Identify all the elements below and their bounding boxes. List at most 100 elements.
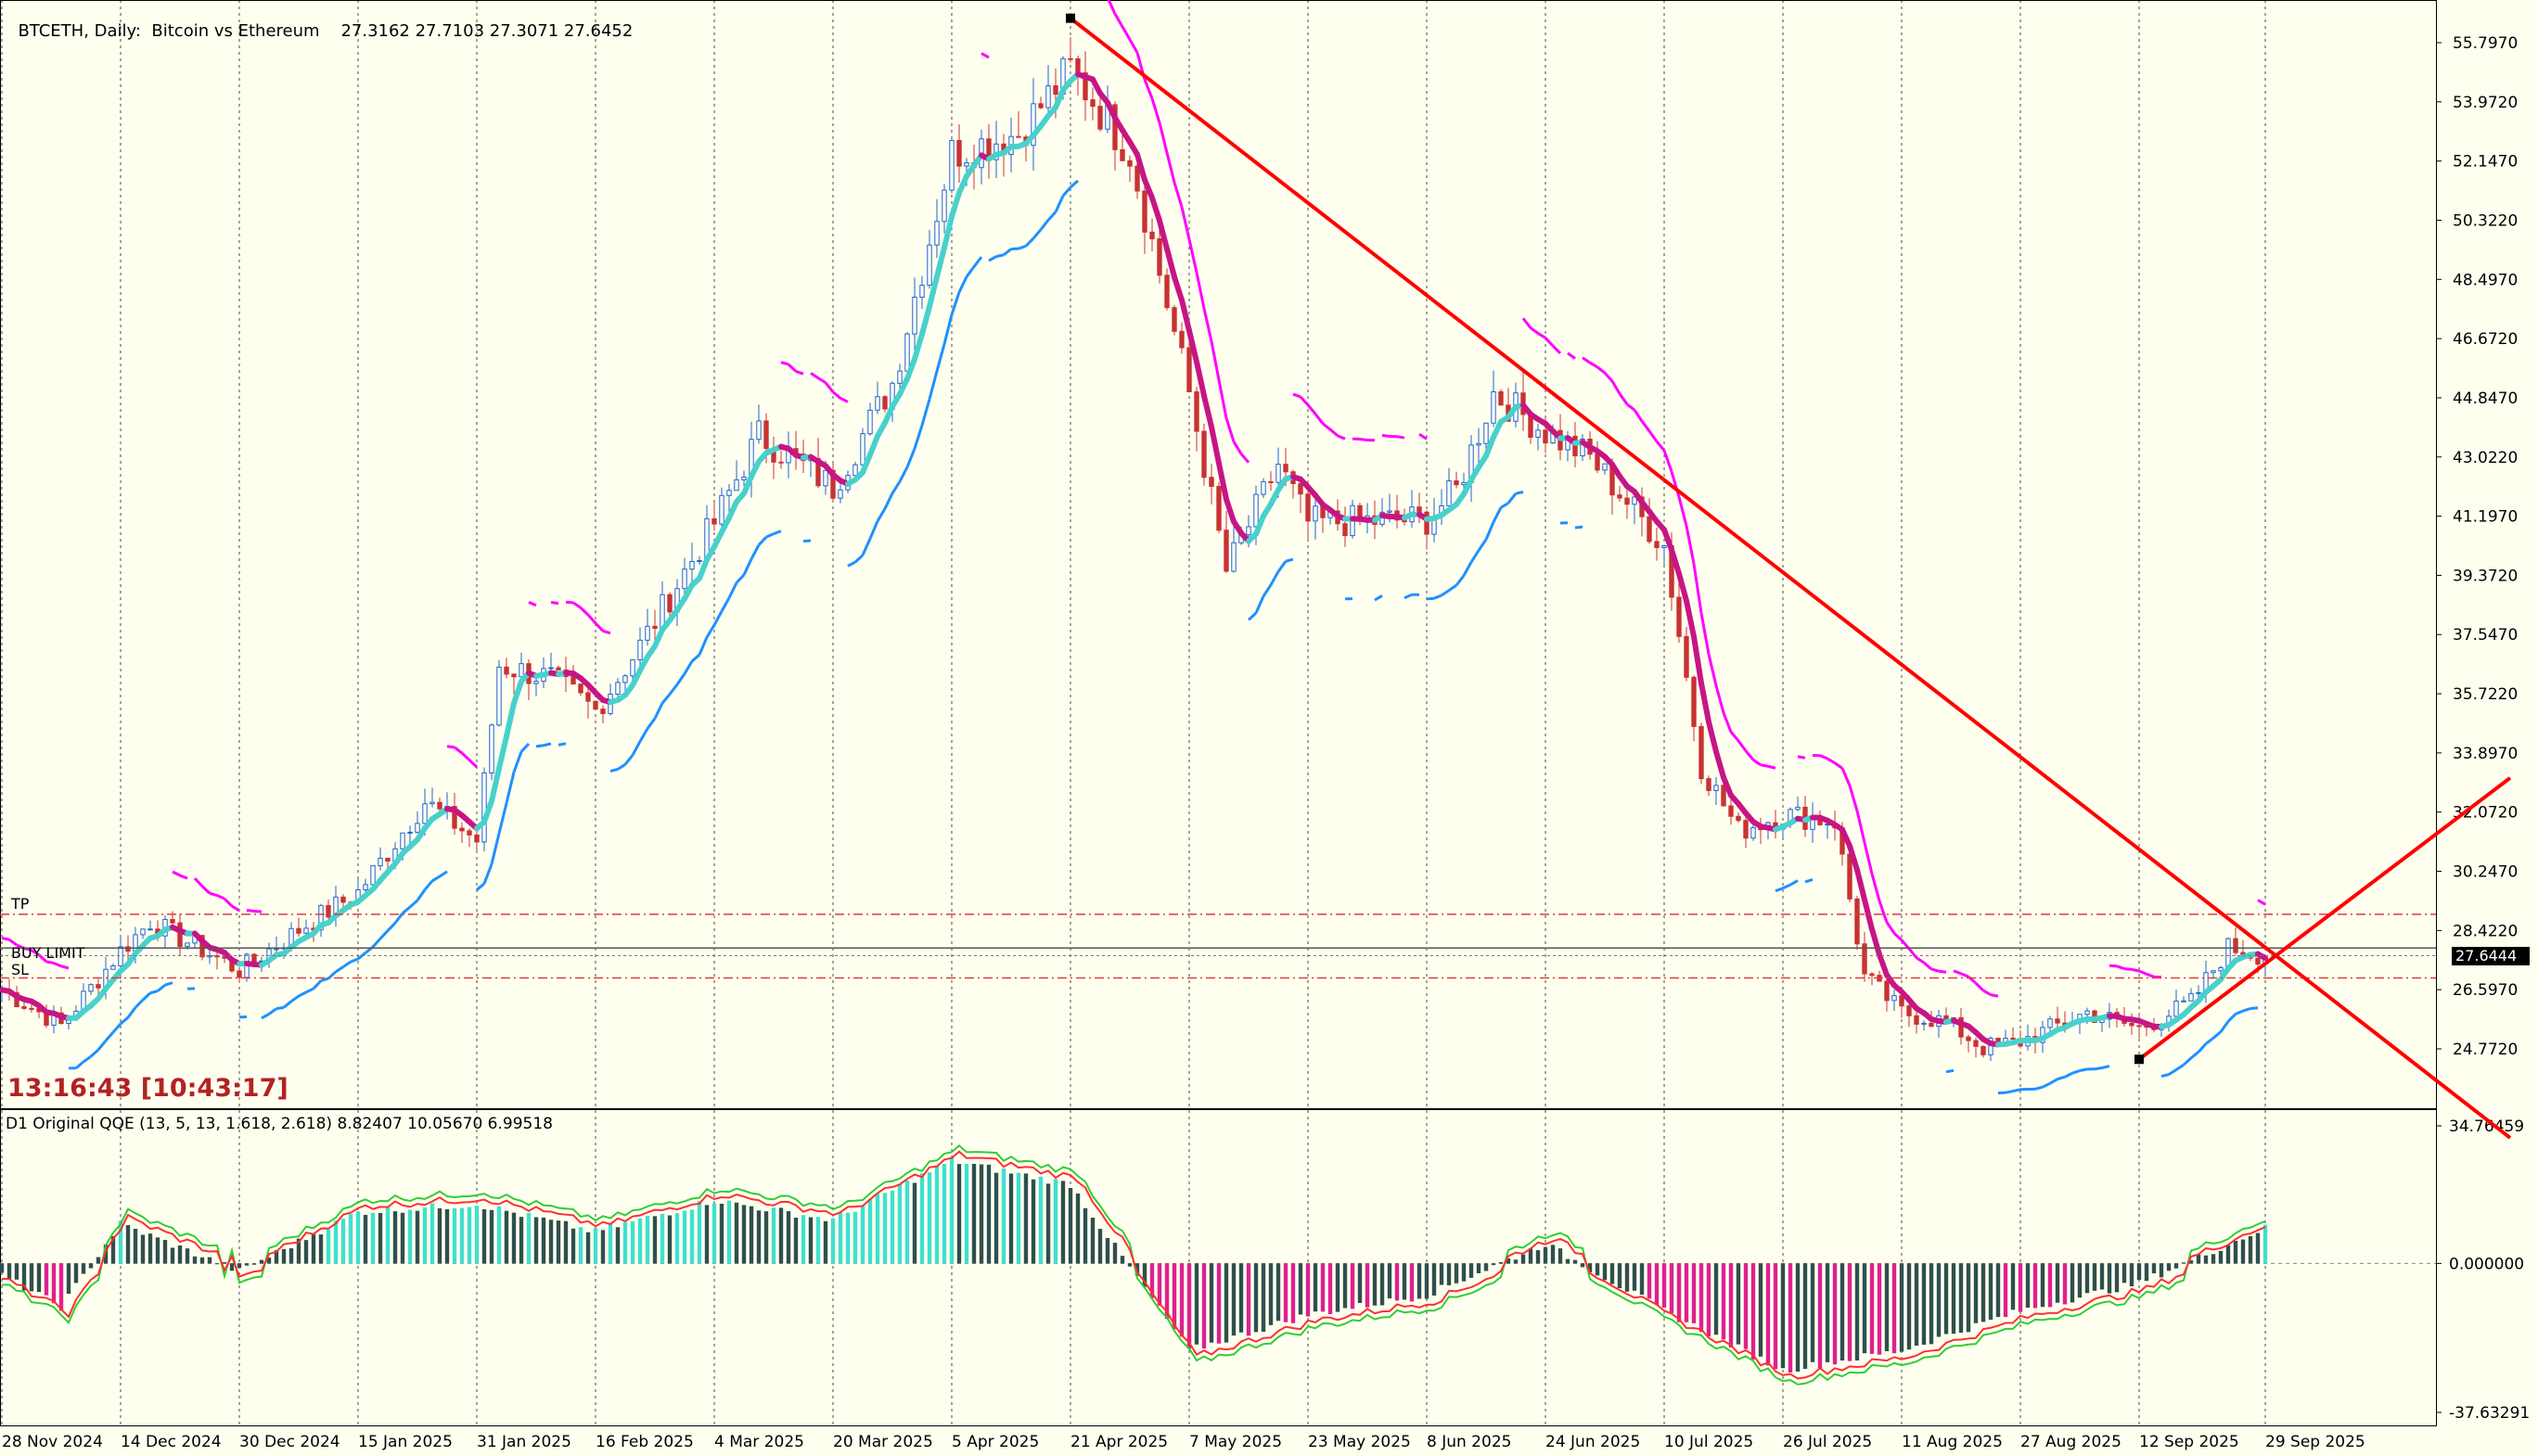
date-tick-label: 7 May 2025 [1189, 1433, 1282, 1451]
supertrend-segment [1121, 26, 1132, 41]
ma-segment [481, 798, 494, 825]
candle-body [645, 625, 650, 641]
supertrend-segment [1039, 219, 1050, 231]
ma-segment [741, 473, 754, 497]
candle-body [927, 244, 932, 287]
candle-body [1884, 980, 1890, 1002]
supertrend-segment [868, 520, 879, 540]
supertrend-segment [1707, 653, 1718, 686]
supertrend-segment [276, 1005, 285, 1011]
candle-body [1313, 505, 1318, 522]
candle-body [1602, 463, 1608, 471]
candle-body [578, 683, 583, 694]
candle-body [942, 189, 947, 223]
ascending-trendline-anchor[interactable] [2134, 1054, 2144, 1065]
candle-body [504, 666, 509, 675]
supertrend-segment [1916, 956, 1925, 964]
supertrend-segment [1960, 972, 1969, 978]
supertrend-segment [617, 763, 626, 771]
candle-body [1201, 430, 1207, 479]
candle-body [1179, 330, 1185, 349]
candle-body [1795, 806, 1801, 811]
candle-body [1595, 453, 1600, 471]
supertrend-segment [668, 683, 679, 696]
ascending-trendline[interactable] [2137, 776, 2512, 1061]
candle-body [429, 801, 435, 805]
supertrend-segment [1306, 403, 1317, 415]
supertrend-segment [1500, 502, 1509, 509]
candle-body [1632, 496, 1637, 505]
candle-body [1298, 482, 1303, 495]
supertrend-segment [1262, 583, 1273, 597]
candle-body [407, 831, 413, 834]
current-price-value: 27.6444 [2455, 947, 2518, 964]
candle-body [251, 953, 257, 963]
candle-body [378, 857, 383, 867]
supertrend-segment [482, 863, 494, 885]
ma-segment [1216, 460, 1229, 503]
supertrend-segment [1647, 429, 1659, 443]
supertrend-segment [2101, 1065, 2110, 1069]
price-tick-label: 43.0220 [2453, 449, 2518, 467]
main-pane-frame [0, 0, 2437, 1109]
candle-body [652, 625, 658, 630]
supertrend-segment [565, 600, 574, 605]
candle-body [1891, 995, 1897, 1002]
supertrend-segment [193, 877, 204, 888]
supertrend-segment [1530, 326, 1539, 335]
candle-body [1068, 57, 1073, 60]
supertrend-segment [104, 1030, 115, 1042]
indicator-tick-label: 34.76459 [2449, 1118, 2524, 1136]
supertrend-segment [1797, 755, 1806, 760]
supertrend-segment [1982, 989, 1992, 997]
ma-segment [1224, 496, 1237, 525]
candle-body [1253, 493, 1259, 528]
supertrend-segment [350, 957, 359, 964]
supertrend-segment [497, 802, 508, 835]
candle-body [326, 904, 331, 918]
ma-segment [1721, 774, 1734, 798]
supertrend-segment [972, 256, 983, 268]
candle-body [1446, 479, 1452, 506]
candle-body [711, 517, 717, 525]
supertrend-segment [1923, 961, 1932, 971]
ma-segment [904, 356, 917, 382]
supertrend-segment [942, 313, 954, 345]
ma-segment [1253, 513, 1266, 537]
candle-body [1750, 827, 1756, 839]
supertrend-segment [861, 538, 872, 556]
supertrend-segment [579, 607, 590, 617]
candle-body [519, 663, 524, 678]
supertrend-segment [646, 717, 657, 730]
date-tick-label: 29 Sep 2025 [2265, 1433, 2365, 1451]
price-tick-label: 50.3220 [2453, 211, 2518, 230]
supertrend-segment [320, 977, 329, 982]
supertrend-segment [1441, 589, 1450, 597]
candle-body [2010, 1038, 2016, 1041]
supertrend-segment [824, 381, 835, 393]
supertrend-segment [609, 768, 619, 773]
supertrend-segment [1224, 417, 1236, 442]
candle-body [1498, 391, 1504, 406]
supertrend-segment [2138, 969, 2147, 976]
descending-trendline[interactable] [1069, 17, 2512, 1140]
descending-trendline-anchor[interactable] [1066, 13, 1075, 23]
supertrend-segment [698, 636, 709, 656]
ma-segment [1194, 359, 1207, 399]
candle-body [1134, 165, 1140, 192]
supertrend-segment [1900, 939, 1911, 950]
candle-body [556, 667, 561, 671]
candle-body [1275, 464, 1281, 483]
date-tick-label: 28 Nov 2024 [2, 1433, 103, 1451]
candle-body [852, 464, 858, 477]
candle-body [1691, 676, 1697, 727]
candle-body [147, 928, 153, 931]
candle-body [296, 927, 301, 934]
supertrend-segment [1714, 684, 1725, 714]
supertrend-segment [913, 425, 924, 450]
supertrend-segment [1551, 344, 1562, 355]
supertrend-segment [2057, 1075, 2066, 1080]
supertrend-segment [1603, 372, 1614, 383]
